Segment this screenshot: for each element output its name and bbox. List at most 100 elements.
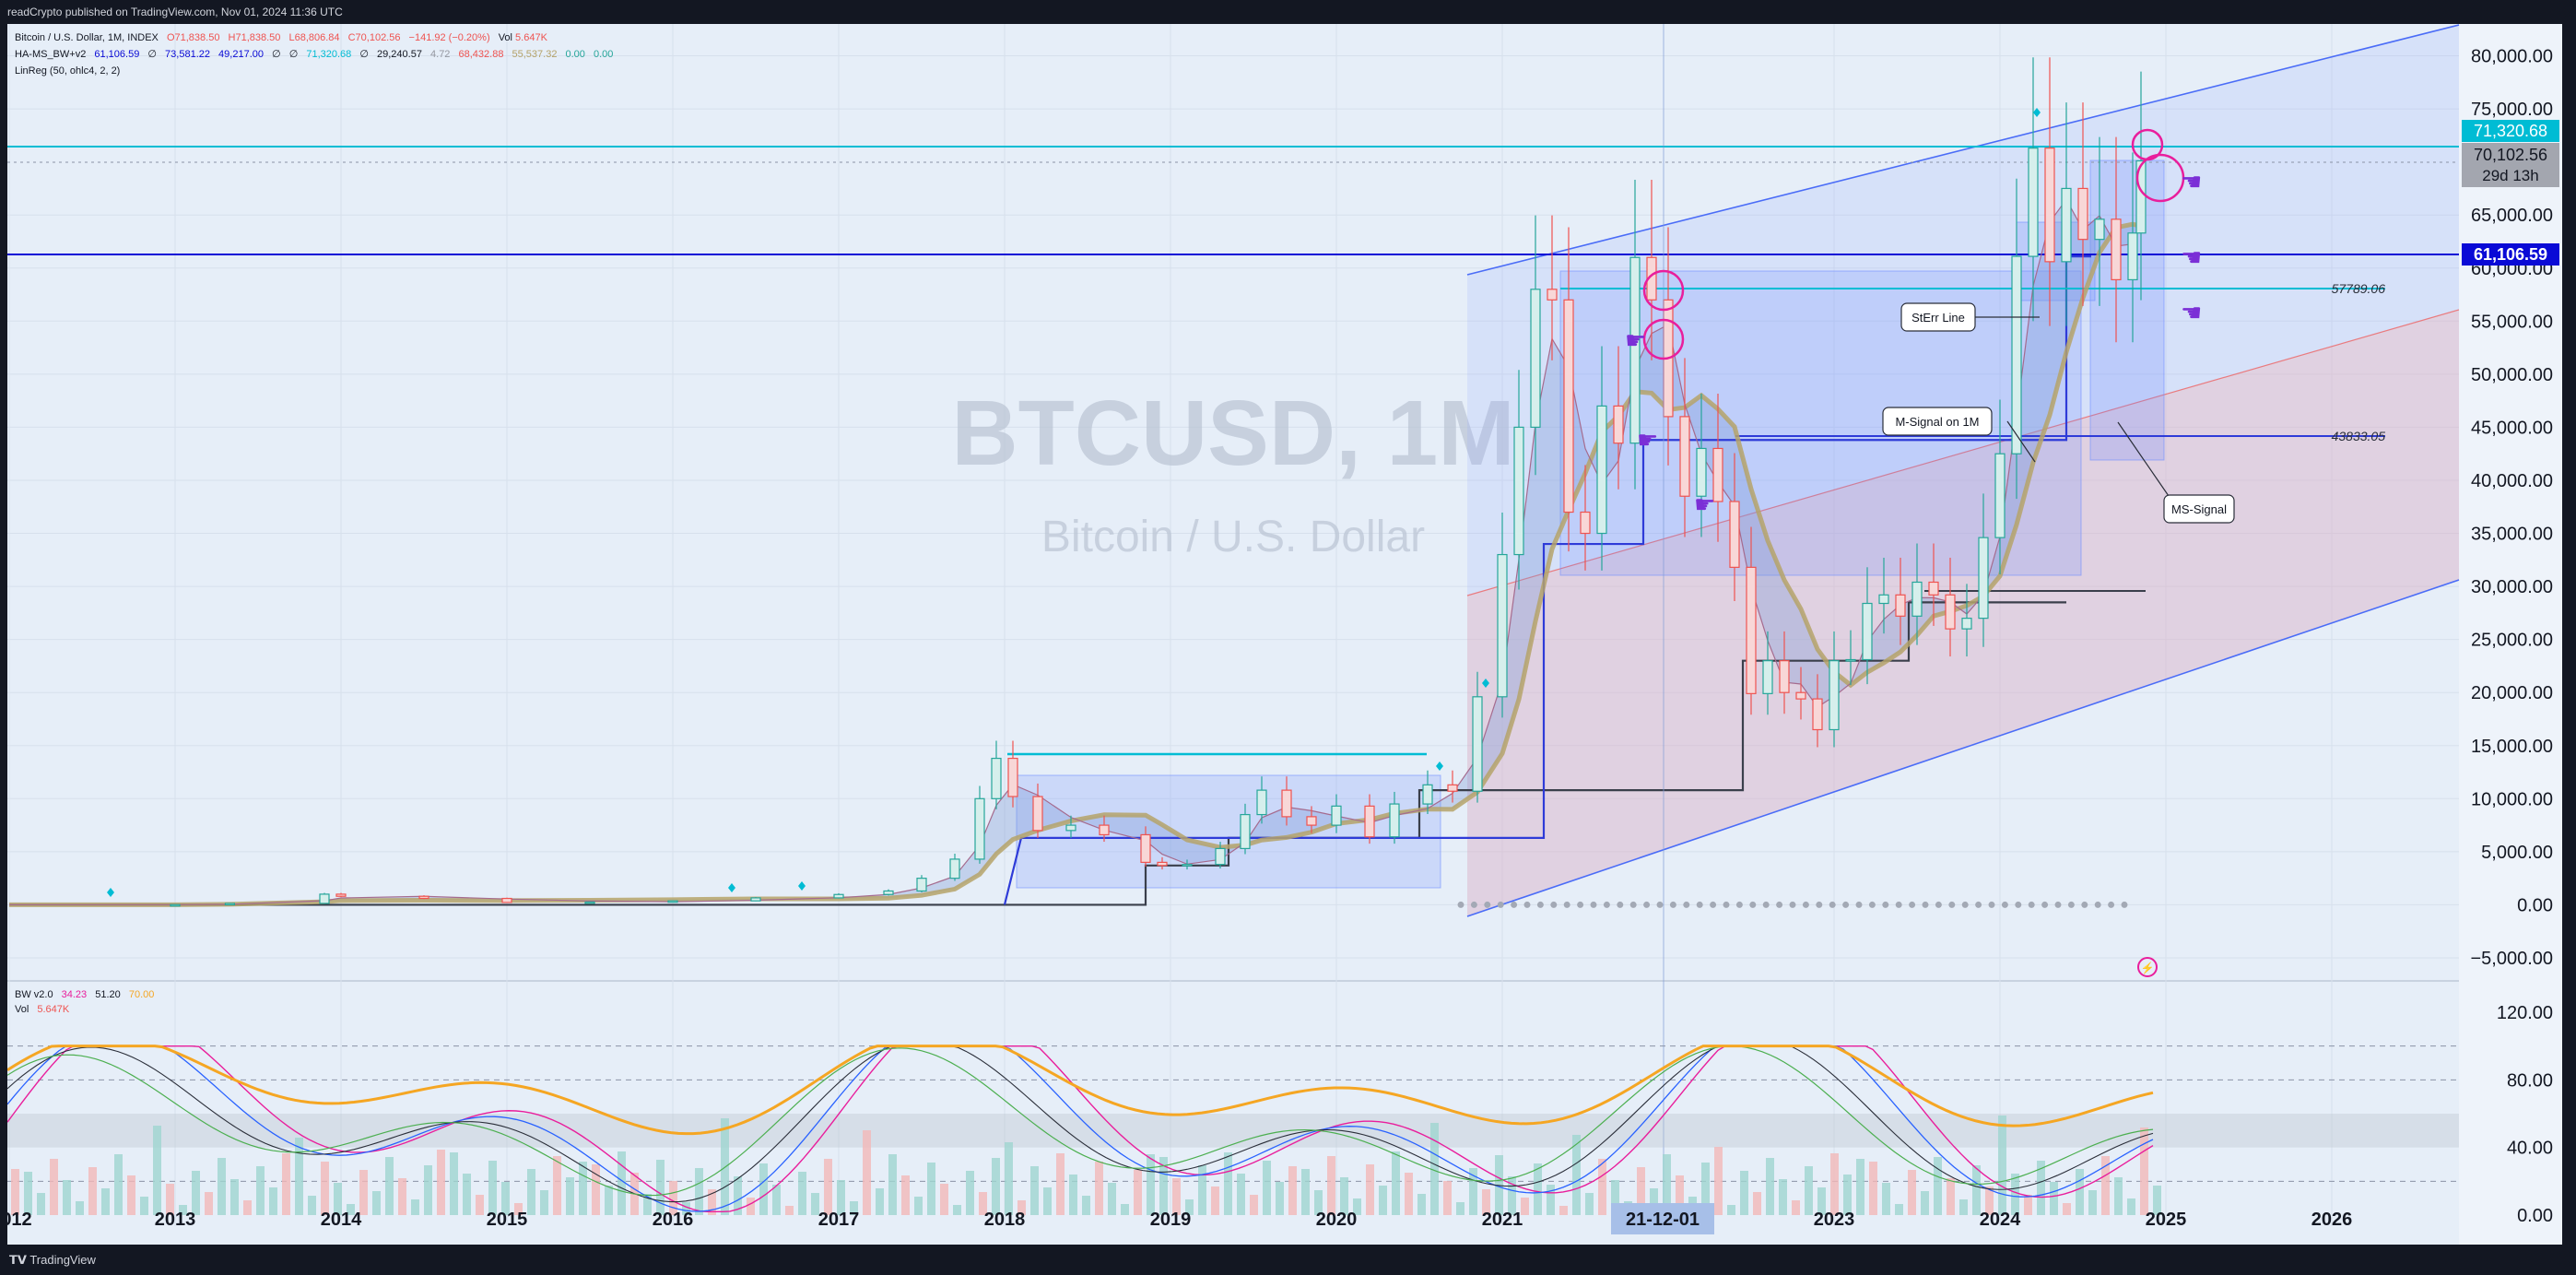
lower-price-scale[interactable]: 120.00 80.00 40.00 0.00 [2497,1003,2553,1226]
candle[interactable] [833,893,844,899]
candle[interactable] [2011,255,2022,455]
candle[interactable] [1961,618,1972,630]
callout-sterr[interactable]: StErr Line [1900,302,2040,332]
candle[interactable] [1862,602,1873,661]
callout-ms-signal[interactable]: MS-Signal [2117,421,2235,524]
candle[interactable] [2028,148,2039,257]
marker-circle-2[interactable] [1642,318,1685,360]
candle[interactable] [1729,501,1740,568]
volume-bar [1830,1153,1839,1215]
tradingview-logo-icon[interactable]: 𝗧𝗩 [9,1253,27,1267]
chart-canvas[interactable]: BTCUSD, 1M Bitcoin / U.S. Dollar 57789.0… [7,24,2562,1245]
linreg-mid-line[interactable] [1466,309,2460,596]
linreg-upper-line[interactable] [1466,24,2460,276]
alert-icon[interactable] [2137,957,2158,977]
candle[interactable] [1911,581,1923,617]
candle[interactable] [1447,784,1458,792]
candle[interactable] [1099,824,1110,836]
lower-legend[interactable]: BW v2.0 34.23 51.20 70.00 Vol 5.647K [15,989,154,1015]
candle[interactable] [667,900,678,903]
candle[interactable] [1978,537,1989,620]
candle[interactable] [584,901,595,904]
candle[interactable] [224,903,235,906]
candle[interactable] [1032,796,1043,832]
zone-box-2024-b[interactable] [2089,159,2165,461]
candle[interactable] [1215,847,1226,866]
main-legend[interactable]: Bitcoin / U.S. Dollar, 1M, INDEX O71,838… [15,32,613,77]
candle[interactable] [2061,187,2072,263]
candle[interactable] [1928,581,1939,596]
zone-box-2018[interactable] [1016,774,1441,889]
candle[interactable] [1240,813,1251,850]
candle[interactable] [1547,289,1558,301]
candle[interactable] [418,895,429,900]
candle[interactable] [2111,218,2122,281]
ha-ms-step-line[interactable] [9,601,2066,906]
candlestick-series[interactable] [170,57,2147,907]
candle[interactable] [2094,218,2105,241]
marker-circle-4[interactable] [2135,153,2185,203]
marker-circle-1[interactable] [1642,269,1685,312]
zone-box-2021[interactable] [1559,270,2082,576]
candle[interactable] [1712,447,1723,502]
candle[interactable] [1422,784,1433,805]
candle[interactable] [1845,658,1856,662]
candle[interactable] [501,897,512,903]
candle[interactable] [1281,789,1292,818]
candle[interactable] [2077,187,2088,241]
candle[interactable] [1696,447,1707,497]
candle[interactable] [916,878,927,892]
candle[interactable] [991,757,1002,799]
candle[interactable] [1497,553,1508,698]
candle[interactable] [1331,805,1342,826]
candle[interactable] [1157,861,1168,867]
linreg-lower-line[interactable] [1466,579,2460,917]
bw-oscillator-line[interactable] [7,1045,2154,1203]
candle[interactable] [170,903,181,907]
volume-bar [127,1175,135,1215]
candle[interactable] [1530,289,1541,429]
candle[interactable] [335,893,347,897]
candle[interactable] [1389,803,1400,838]
candle[interactable] [2044,148,2055,263]
candle[interactable] [1994,453,2006,538]
candle[interactable] [1596,405,1607,535]
candle[interactable] [1895,594,1906,617]
candle[interactable] [1306,816,1317,826]
candle[interactable] [1945,594,1956,630]
chart-frame[interactable]: BTCUSD, 1M Bitcoin / U.S. Dollar 57789.0… [7,24,2562,1245]
candle[interactable] [2127,232,2138,281]
time-scale[interactable]: 012 2013 2014 2015 2016 2017 2018 2019 2020 2021 2… [7,1210,2352,1230]
candle[interactable] [1364,805,1375,838]
bw-oscillator-line[interactable] [7,1045,2154,1197]
candle[interactable] [1746,566,1757,694]
candle[interactable] [883,890,894,895]
candle[interactable] [1513,426,1524,556]
callout-msignal-1m[interactable]: M-Signal on 1M [1882,407,2036,463]
bw-oscillator-line[interactable] [7,1045,2154,1136]
candle[interactable] [974,797,985,860]
candle[interactable] [1563,299,1574,514]
candle[interactable] [1182,864,1193,867]
candle[interactable] [1580,511,1591,535]
candle[interactable] [949,858,960,880]
candle[interactable] [1629,256,1641,444]
zero-dot [2094,901,2101,908]
candle[interactable] [1878,594,1889,605]
candle[interactable] [1065,824,1076,832]
candle[interactable] [1007,757,1018,797]
price-scale[interactable]: 80,000.0075,000.0065,000.0060,000.0055,0… [2470,47,2553,969]
candle[interactable] [319,893,330,904]
candle[interactable] [1795,691,1806,700]
candle[interactable] [1829,660,1840,731]
candle[interactable] [1256,789,1267,816]
candle[interactable] [1472,696,1483,792]
candle[interactable] [1679,416,1690,497]
candle[interactable] [1762,660,1773,694]
bw-oscillator-pane[interactable] [7,1045,2459,1215]
candle[interactable] [1140,833,1151,863]
candle[interactable] [1812,698,1823,731]
candle[interactable] [1779,660,1790,693]
candle[interactable] [1613,405,1624,444]
candle[interactable] [750,897,761,902]
